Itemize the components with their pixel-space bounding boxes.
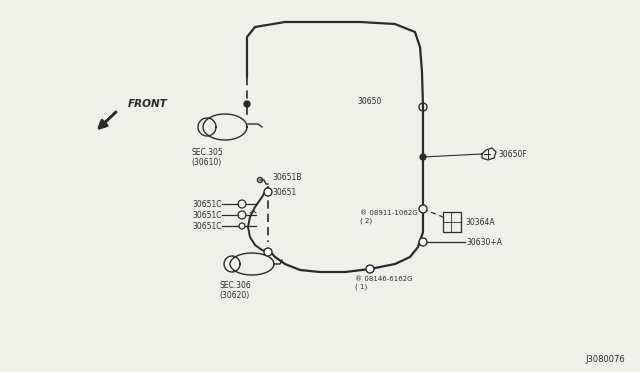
Circle shape <box>419 205 427 213</box>
Text: 30651C: 30651C <box>193 221 222 231</box>
Text: 30651C: 30651C <box>193 199 222 208</box>
Circle shape <box>420 154 426 160</box>
Text: 30651: 30651 <box>272 187 296 196</box>
Text: 30650: 30650 <box>358 97 382 106</box>
Text: ® 08911-1062G
( 2): ® 08911-1062G ( 2) <box>360 210 418 224</box>
Text: J3080076: J3080076 <box>585 355 625 364</box>
Text: SEC.306
(30620): SEC.306 (30620) <box>219 281 251 301</box>
Circle shape <box>264 188 272 196</box>
Text: 30630+A: 30630+A <box>466 237 502 247</box>
Circle shape <box>419 238 427 246</box>
Circle shape <box>244 101 250 107</box>
Text: FRONT: FRONT <box>128 99 168 109</box>
Text: 30651C: 30651C <box>193 211 222 219</box>
Text: 30364A: 30364A <box>465 218 495 227</box>
Text: 30650F: 30650F <box>498 150 527 158</box>
Circle shape <box>264 248 272 256</box>
Circle shape <box>366 265 374 273</box>
Text: SEC.305
(30610): SEC.305 (30610) <box>191 148 223 167</box>
Text: ® 08146-6162G
( 1): ® 08146-6162G ( 1) <box>355 276 413 289</box>
Text: 30651B: 30651B <box>272 173 301 182</box>
Bar <box>443 212 461 232</box>
Polygon shape <box>482 148 496 160</box>
